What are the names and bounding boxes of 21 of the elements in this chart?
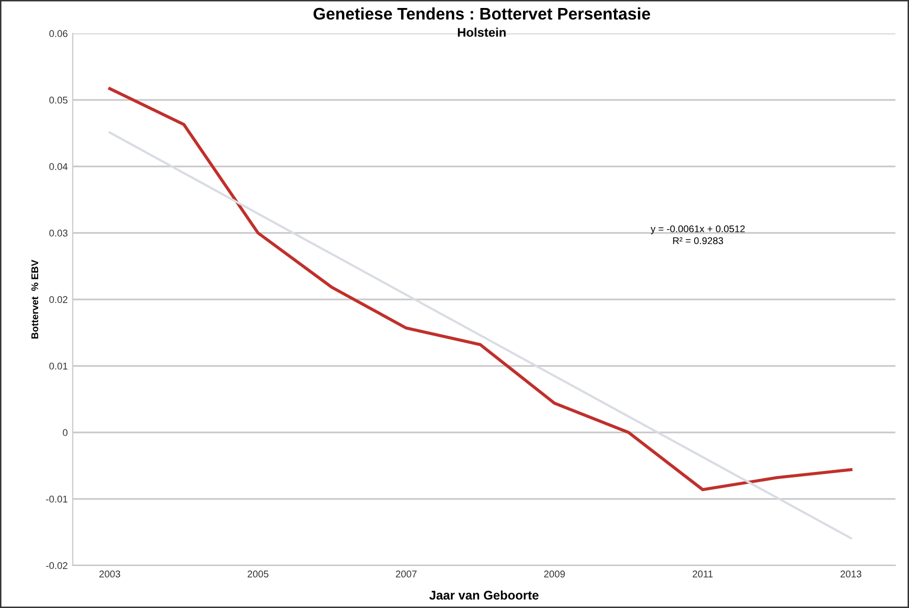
y-tick-label: 0.06 [49,30,68,38]
x-tick-label: 2011 [692,570,713,578]
x-tick-label: 2013 [840,570,862,578]
y-tick-label: -0.02 [46,562,68,570]
y-tick-label: 0.01 [49,362,68,370]
y-tick-label: -0.01 [46,496,68,503]
line-series [108,87,852,492]
x-tick-label: 2005 [248,570,268,578]
x-tick-label: 2003 [99,570,120,578]
chart-title: Genetiese Tendens : Bottervet Persentasie [314,7,650,20]
annotation: y = -0.0061x + 0.0512 R² = 0.9283 [650,225,745,244]
x-tick-label: 2007 [396,570,417,578]
y-axis-title: Bottervet % EBV [31,260,38,338]
x-tick-label: 2009 [544,570,565,578]
y-tick-label: 0.04 [49,163,68,170]
y-tick-label: 0.05 [49,96,68,104]
y-tick-label: 0.02 [49,296,68,304]
x-axis-title: Jaar van Geboorte [429,590,539,600]
y-tick-label: 0 [62,429,68,436]
chart-subtitle: Holstein [458,28,506,37]
y-tick-label: 0.03 [49,230,68,237]
